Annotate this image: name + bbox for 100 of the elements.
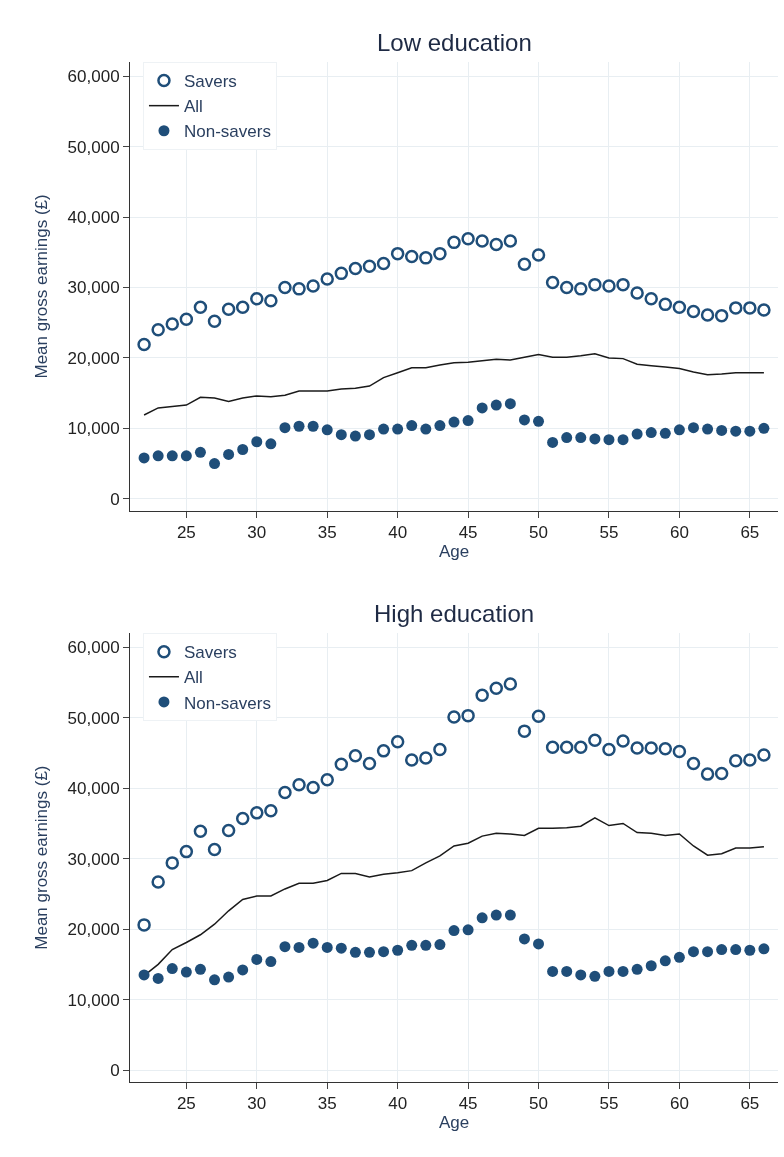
point (292, 777, 306, 792)
point (320, 272, 334, 286)
point (616, 734, 630, 748)
point (320, 773, 334, 787)
point (152, 450, 164, 462)
point (378, 946, 390, 958)
point (250, 291, 264, 306)
point (645, 427, 657, 439)
point (490, 399, 502, 411)
point (378, 423, 390, 435)
x-tick-label: 30 (247, 523, 267, 543)
point (306, 279, 320, 293)
point (728, 301, 743, 315)
point (180, 966, 192, 978)
y-tick-label: 60,000 (67, 67, 120, 87)
point (264, 294, 278, 308)
point (447, 235, 461, 250)
x-tick-label: 65 (740, 1094, 760, 1114)
point (545, 275, 560, 290)
point (237, 964, 249, 976)
point (461, 708, 475, 723)
point (166, 450, 178, 462)
point (702, 946, 714, 958)
point (602, 279, 616, 293)
point (672, 744, 687, 759)
point (602, 742, 616, 757)
point (349, 430, 361, 442)
point (265, 438, 277, 450)
point (757, 748, 771, 762)
point (250, 806, 264, 820)
point (419, 251, 433, 265)
x-tick-label: 65 (740, 523, 760, 543)
x-axis-title: Age (438, 1113, 470, 1133)
point (179, 844, 194, 859)
point (151, 322, 165, 337)
line-series (143, 352, 765, 416)
point (193, 824, 208, 838)
point (433, 246, 447, 261)
point (307, 420, 319, 432)
x-tick-label: 60 (669, 523, 689, 543)
point (390, 734, 405, 749)
point (547, 436, 559, 448)
point (207, 842, 222, 857)
point (672, 300, 687, 314)
point (561, 965, 573, 977)
point (644, 741, 658, 755)
point (194, 446, 206, 458)
point (673, 951, 685, 963)
x-tick-label: 50 (529, 1094, 548, 1114)
y-tick-label: 30,000 (67, 278, 120, 298)
point (179, 312, 194, 326)
point (461, 232, 475, 246)
point (574, 740, 588, 755)
legend-label: Non-savers (183, 122, 271, 142)
point (251, 436, 263, 448)
y-tick-label: 30,000 (67, 849, 120, 869)
point (433, 742, 447, 757)
y-tick-label: 50,000 (67, 708, 120, 728)
point (406, 420, 418, 432)
point (702, 423, 714, 435)
point (207, 314, 222, 329)
point (603, 965, 615, 977)
point (743, 753, 757, 767)
point (448, 925, 460, 937)
point (348, 261, 363, 276)
point (588, 733, 602, 748)
point (209, 458, 221, 470)
point (644, 291, 658, 306)
point (209, 974, 221, 986)
point (194, 963, 206, 975)
point (630, 286, 644, 300)
point (490, 909, 502, 921)
point (321, 424, 333, 436)
point (686, 756, 701, 771)
point (489, 681, 504, 695)
point (700, 767, 715, 781)
point (630, 741, 644, 755)
point (686, 304, 701, 319)
point (180, 450, 192, 462)
point (278, 785, 292, 800)
point (518, 933, 530, 945)
point (757, 303, 771, 317)
point (714, 766, 729, 781)
x-tick-label: 45 (458, 1094, 478, 1114)
x-tick-label: 35 (317, 1094, 337, 1114)
point (223, 971, 235, 983)
point (362, 259, 377, 274)
point (517, 724, 532, 738)
y-tick-label: 40,000 (67, 207, 120, 227)
point (531, 248, 546, 262)
legend-label: Savers (183, 72, 237, 92)
point (434, 939, 446, 951)
point (193, 300, 208, 314)
point (278, 280, 292, 295)
y-tick-label: 20,000 (67, 348, 120, 368)
point (489, 237, 504, 252)
point (603, 434, 615, 446)
point (462, 924, 474, 936)
x-tick-label: 25 (176, 1094, 196, 1114)
point (420, 423, 432, 435)
